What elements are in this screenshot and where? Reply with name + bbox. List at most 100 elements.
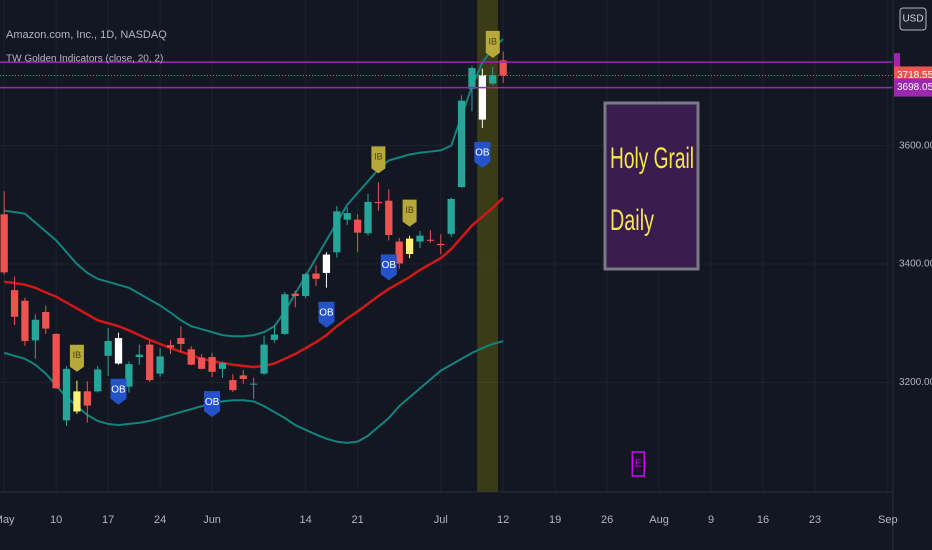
signal-label: OB — [205, 397, 220, 408]
candle-body — [447, 198, 455, 234]
signal-flag: IB — [402, 199, 417, 227]
candle-body — [270, 334, 279, 340]
candle-body — [301, 274, 310, 297]
signal-shape — [371, 146, 386, 174]
x-tick-label: 9 — [708, 514, 714, 526]
indicator-line — [4, 38, 504, 338]
candle-body — [333, 211, 341, 253]
x-tick-label: May — [0, 514, 15, 526]
signal-shape — [110, 378, 127, 405]
candle-body — [73, 391, 81, 412]
candle-body — [83, 391, 91, 406]
plot-area: IB OB OB OB IB OB IB OB IB E — [0, 0, 893, 492]
signal-shape — [69, 344, 84, 372]
candle-body — [156, 356, 164, 374]
candle-body — [385, 200, 393, 236]
candle-body — [21, 300, 29, 342]
x-tick-label: 17 — [102, 514, 114, 526]
symbol-title: Amazon.com, Inc., 1D, NASDAQ — [6, 29, 167, 41]
y-tick-label: 3400.00 — [899, 259, 932, 270]
candle-body — [177, 338, 185, 344]
price-label-box — [894, 78, 932, 97]
signal-flag: OB — [110, 378, 127, 405]
candle-body — [374, 201, 383, 204]
candle-body — [229, 380, 237, 391]
signal-label: IB — [73, 350, 82, 360]
signal-label: OB — [111, 384, 126, 395]
signal-flag: E — [631, 451, 646, 477]
price-label: 3718.55 — [897, 70, 932, 81]
note-frame — [603, 101, 700, 271]
signal-flag: OB — [204, 391, 221, 418]
candle-body — [114, 338, 123, 364]
candle-body — [489, 75, 497, 84]
y-tick-label: 3600.00 — [899, 140, 932, 151]
x-tick-label: 24 — [154, 514, 166, 526]
price-label: 3698.05 — [897, 82, 932, 93]
signal-shape — [474, 141, 491, 168]
signal-flag: OB — [318, 301, 335, 328]
candle-body — [135, 354, 143, 358]
signal-flag: IB — [69, 344, 84, 372]
highlight-band — [477, 0, 498, 492]
x-tick-label: Jun — [203, 514, 221, 526]
signal-shape — [318, 301, 335, 328]
signal-shape — [485, 30, 500, 58]
candle-body — [10, 290, 19, 317]
indicator-line — [4, 196, 505, 369]
x-tick-label: 26 — [601, 514, 613, 526]
signal-shape — [631, 451, 646, 477]
candle-body — [291, 293, 299, 297]
signal-label: IB — [489, 36, 498, 46]
signal-flag: OB — [474, 141, 491, 168]
candle-body — [437, 243, 445, 246]
indicator-label: TW Golden Indicators (close, 20, 2) — [6, 54, 163, 65]
candle-body — [52, 333, 60, 389]
currency-frame[interactable] — [899, 7, 927, 31]
signal-flag: IB — [371, 146, 386, 174]
candle-body — [42, 312, 50, 329]
candle-body — [353, 219, 362, 233]
candle-body — [125, 364, 133, 387]
candle-body — [426, 239, 435, 241]
candle-body — [405, 238, 414, 254]
x-tick-label: Jul — [434, 514, 448, 526]
candle-body — [281, 294, 289, 334]
currency-label[interactable]: USD — [902, 14, 923, 25]
candle-body — [94, 369, 102, 392]
candle-body — [0, 214, 8, 273]
x-tick-label: 23 — [809, 514, 821, 526]
signal-label: OB — [475, 148, 490, 159]
candle-body — [457, 100, 466, 188]
candle-body — [104, 341, 112, 356]
candle-body — [260, 344, 268, 374]
grid — [0, 0, 893, 492]
candle-body — [312, 273, 320, 279]
signal-label: IB — [374, 152, 383, 162]
signal-flag: IB — [485, 30, 500, 58]
x-tick-label: 12 — [497, 514, 509, 526]
candle-body — [499, 60, 507, 76]
candle-body — [208, 357, 216, 372]
currency-button[interactable]: USD — [899, 7, 927, 31]
note-line: Daily — [610, 204, 654, 237]
price-label-box — [894, 53, 900, 72]
candle-body — [364, 201, 372, 234]
x-tick-label: 14 — [300, 514, 312, 526]
signal-label: IB — [405, 205, 414, 215]
x-tick-label: Sep — [878, 514, 898, 526]
x-tick-label: 16 — [757, 514, 769, 526]
candle-body — [218, 362, 227, 369]
x-tick-label: Aug — [649, 514, 669, 526]
signal-label: OB — [382, 260, 397, 271]
candle-body — [250, 383, 258, 385]
signal-shape — [204, 391, 221, 418]
candle-body — [478, 75, 487, 120]
candle-body — [187, 349, 195, 365]
candle-body — [239, 375, 247, 379]
signal-shape — [402, 199, 417, 227]
note-box: Holy Grail Daily — [603, 101, 700, 271]
candle-body — [468, 68, 476, 89]
